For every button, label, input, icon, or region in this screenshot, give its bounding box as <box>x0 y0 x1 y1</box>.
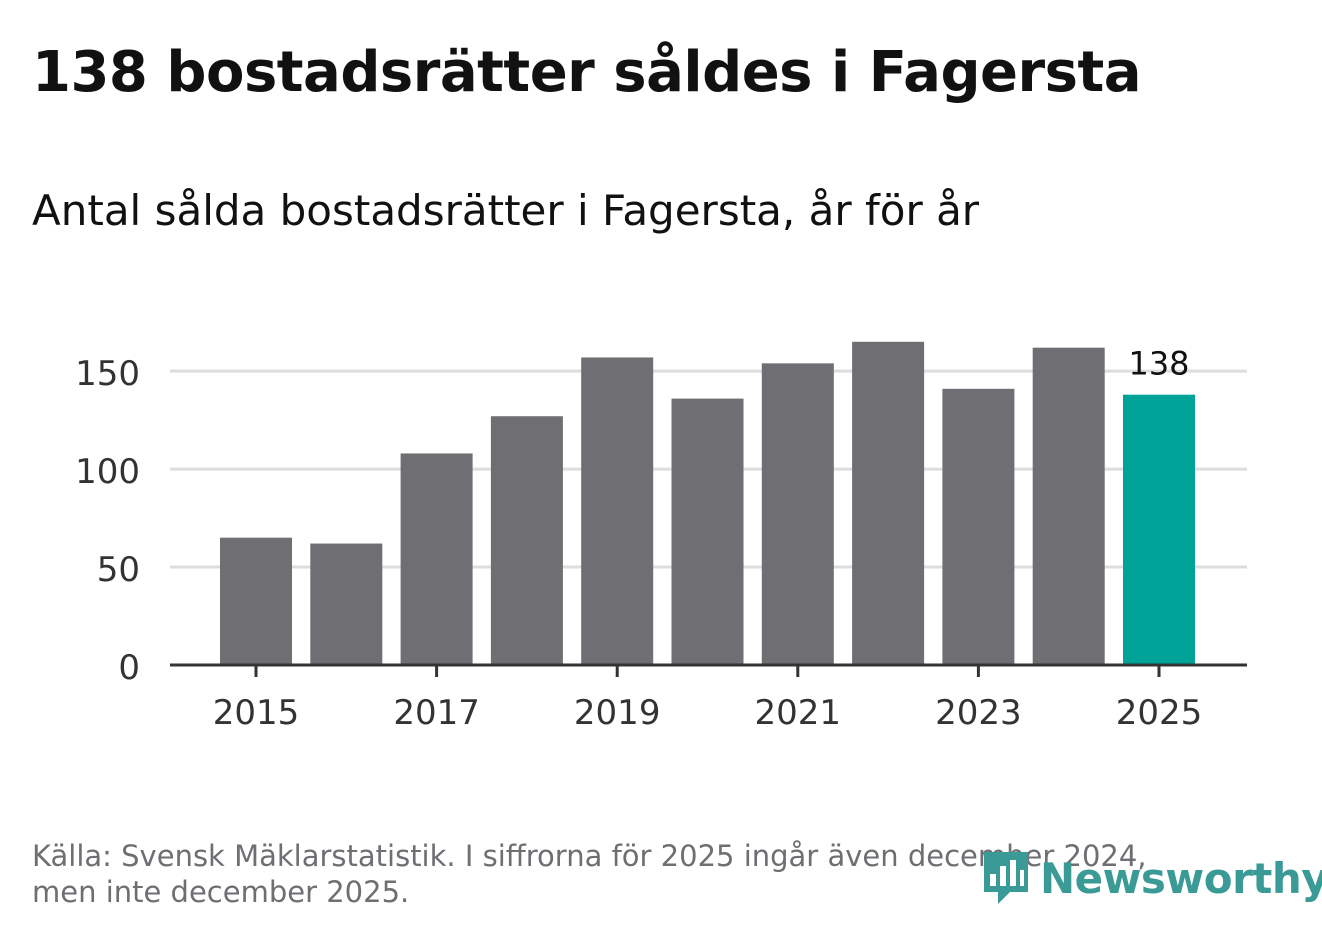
source-line-2: men inte december 2025. <box>32 875 410 909</box>
x-tick-label: 2023 <box>935 693 1022 733</box>
bar-2025 <box>1123 394 1195 665</box>
bar-2020 <box>671 398 744 665</box>
data-label-highlight: 138 <box>1128 345 1189 383</box>
bar-2024 <box>1032 347 1105 665</box>
source-note: Källa: Svensk Mäklarstatistik. I siffror… <box>32 838 1232 910</box>
y-tick-label: 50 <box>97 550 140 590</box>
y-tick-label: 100 <box>75 452 140 492</box>
axes <box>170 663 1247 677</box>
logo-text: Newsworthy <box>1040 853 1322 903</box>
bars <box>220 341 1195 665</box>
x-tick-label: 2025 <box>1116 693 1203 733</box>
bar-2019 <box>581 357 654 665</box>
bar-chart-speech-icon <box>984 852 1028 904</box>
bar-2023 <box>942 388 1015 665</box>
y-tick-label: 150 <box>75 354 140 394</box>
bar-2016 <box>310 543 383 665</box>
source-line-1: Källa: Svensk Mäklarstatistik. I siffror… <box>32 839 1147 873</box>
chart-title: 138 bostadsrätter såldes i Fagersta <box>32 40 1142 105</box>
bar-2021 <box>761 363 834 665</box>
bar-2017 <box>400 453 473 665</box>
bar-chart: 0 50 100 150 2015 2017 2019 2021 2023 2025 138 <box>75 341 1247 733</box>
x-tick-label: 2021 <box>755 693 842 733</box>
x-tick-label: 2015 <box>213 693 300 733</box>
labels: 0 50 100 150 2015 2017 2019 2021 2023 2025 138 <box>75 345 1202 733</box>
newsworthy-logo: Newsworthy <box>980 848 1322 908</box>
bar-2022 <box>852 341 925 665</box>
chart-subtitle: Antal sålda bostadsrätter i Fagersta, år… <box>32 186 980 235</box>
x-tick-label: 2017 <box>393 693 480 733</box>
x-tick-label: 2019 <box>574 693 661 733</box>
bar-2015 <box>220 537 292 665</box>
y-tick-label: 0 <box>118 648 140 688</box>
bar-2018 <box>490 416 563 665</box>
